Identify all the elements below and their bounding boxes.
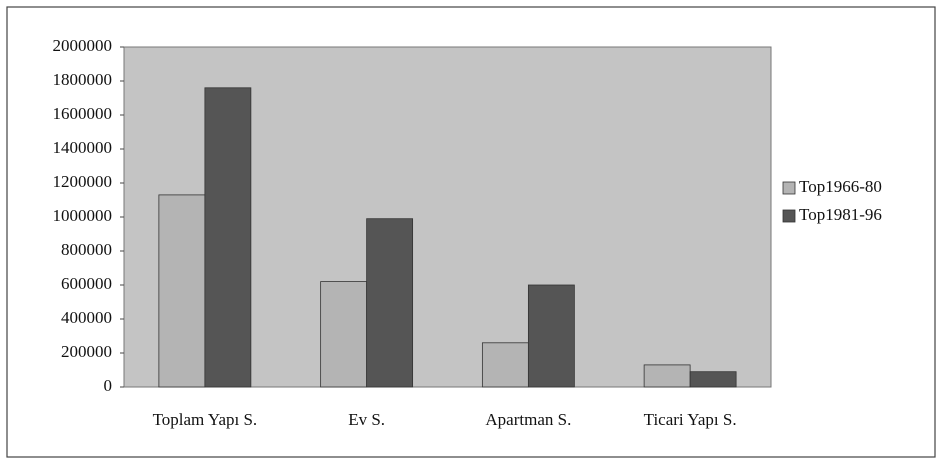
bar [158, 194, 206, 388]
bar [643, 364, 691, 388]
x-tick-label: Toplam Yapı S. [153, 410, 258, 429]
y-tick-label: 1600000 [53, 104, 113, 123]
y-tick-label: 1000000 [53, 206, 113, 225]
y-tick-label: 800000 [61, 240, 112, 259]
legend-label: Top1981-96 [799, 205, 882, 224]
y-tick-label: 0 [104, 376, 113, 395]
x-tick-label: Ticari Yapı S. [644, 410, 737, 429]
y-tick-label: 400000 [61, 308, 112, 327]
legend-swatch [782, 181, 796, 195]
x-tick-label: Ev S. [348, 410, 385, 429]
y-tick-label: 1400000 [53, 138, 113, 157]
y-tick-label: 1800000 [53, 70, 113, 89]
bar [481, 342, 529, 388]
y-tick-label: 600000 [61, 274, 112, 293]
y-tick-label: 1200000 [53, 172, 113, 191]
bar [689, 371, 737, 388]
y-tick-label: 200000 [61, 342, 112, 361]
x-tick-label: Apartman S. [485, 410, 571, 429]
bar [204, 87, 252, 388]
bar [366, 218, 414, 388]
bar [527, 284, 575, 388]
bar [320, 281, 368, 388]
legend-label: Top1966-80 [799, 177, 882, 196]
y-tick-label: 2000000 [53, 36, 113, 55]
legend-swatch [782, 209, 796, 223]
